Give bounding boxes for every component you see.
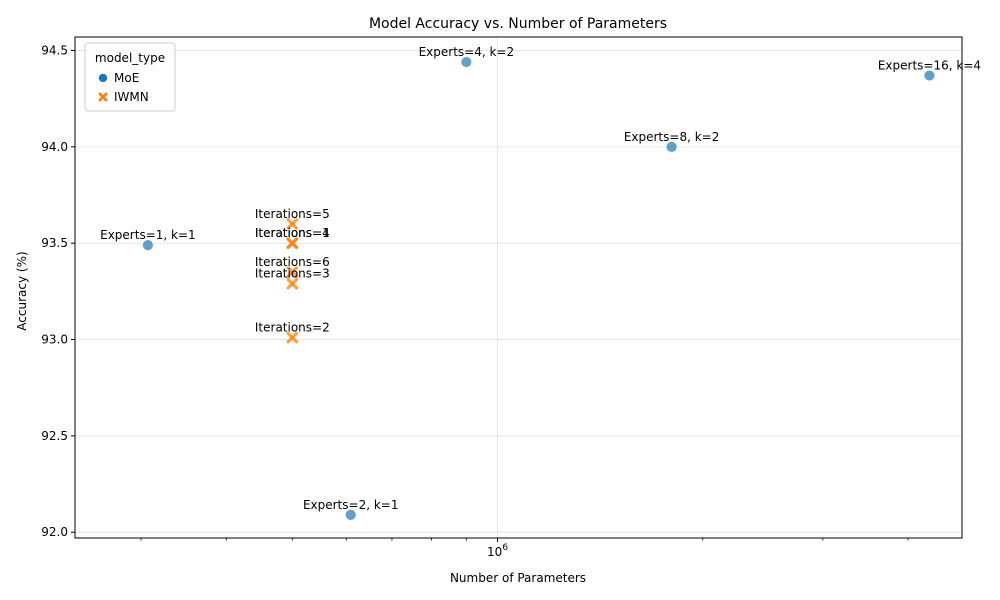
legend-marker-moe [98,73,108,83]
y-tick-label: 93.5 [41,236,68,250]
legend-label: MoE [114,71,139,85]
point-label: Experts=8, k=2 [624,130,720,144]
point-label: Experts=16, k=4 [878,59,981,73]
y-axis-label: Accuracy (%) [15,251,29,330]
iwmn-point-stroke [286,218,299,230]
point-label: Iterations=2 [255,321,330,335]
y-tick-label: 94.5 [41,43,68,57]
chart-title: Model Accuracy vs. Number of Parameters [369,16,667,32]
legend-label: IWMN [114,90,149,104]
moe-point [460,56,473,68]
point-label: Iterations=6 [255,255,330,269]
legend-marker-stroke [98,92,108,102]
moe-point [923,69,936,82]
y-tick-label: 92.5 [41,429,68,443]
point-label: Experts=4, k=2 [419,45,515,59]
iwmn-point [286,266,299,278]
y-tick-label: 92.0 [41,525,68,539]
x-axis-label: Number of Parameters [450,571,586,585]
point-label: Iterations=1 [255,226,330,240]
legend: model_type MoE IWMN [84,42,176,112]
moe-point [141,239,154,252]
iwmn-point-stroke [286,237,299,249]
moe-point [665,140,678,153]
iwmn-point [286,331,299,344]
legend-box [84,42,176,112]
moe-point [344,508,357,521]
point-labels-layer: Experts=1, k=1 Experts=2, k=1 Experts=4, k… [100,45,981,512]
legend-marker-iwmn [98,92,108,102]
point-label: Experts=1, k=1 [100,228,196,242]
iwmn-point-stroke [286,266,299,278]
plot-frame [74,36,963,539]
iwmn-point [286,218,299,230]
y-tick-label: 94.0 [41,140,68,154]
points-layer [141,56,936,521]
point-label: Iterations=4 [255,226,330,240]
iwmn-point-stroke [286,331,299,344]
grid-layer [75,37,962,538]
point-label: Experts=2, k=1 [303,498,399,512]
iwmn-point [286,277,299,290]
iwmn-point [286,237,299,249]
iwmn-point-stroke [286,277,299,290]
legend-items: MoE IWMN [98,71,149,104]
y-tick-label: 93.0 [41,333,68,347]
point-label: Iterations=3 [255,267,330,281]
legend-title: model_type [95,51,165,65]
point-label: Iterations=5 [255,207,330,221]
